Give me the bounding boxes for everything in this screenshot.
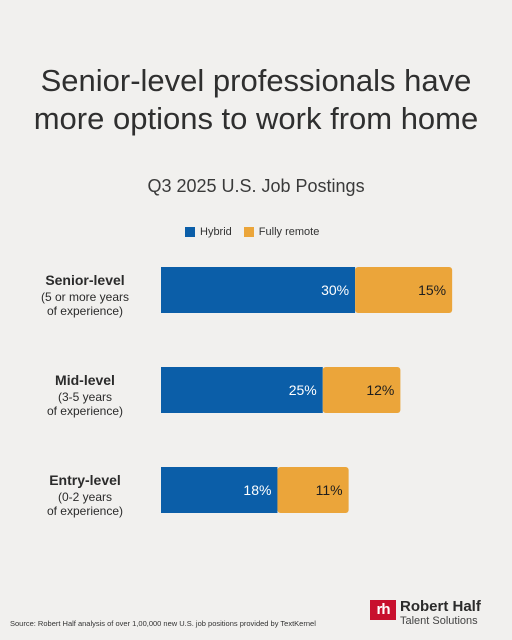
legend-label-fully-remote: Fully remote	[258, 226, 320, 238]
logo-name: Robert Half	[400, 598, 481, 615]
logo-mark: rh	[370, 600, 396, 620]
legend-item-hybrid: Hybrid	[185, 226, 232, 238]
category-detail-mid-level-2: of experience)	[47, 404, 123, 418]
category-label-mid-level: Mid-level	[55, 372, 115, 388]
chart-title: Senior-level professionals have more opt…	[0, 62, 512, 138]
bar-mid-level-fully-remote	[322, 367, 401, 413]
category-label-entry-level: Entry-level	[49, 472, 121, 488]
bar-senior-level-hybrid	[161, 267, 356, 313]
legend-label-hybrid: Hybrid	[200, 226, 232, 238]
legend-swatch-hybrid	[185, 227, 195, 237]
data-label-senior-level-fully-remote: 15%	[418, 282, 446, 298]
bar-mid-level-hybrid	[161, 367, 323, 413]
chart-title-line-2: more options to work from home	[33, 101, 479, 136]
bar-senior-level-fully-remote	[355, 267, 453, 313]
data-label-mid-level-fully-remote: 12%	[366, 382, 394, 398]
data-label-mid-level-hybrid: 25%	[289, 382, 317, 398]
category-detail-senior-level-1: (5 or more years	[41, 290, 129, 304]
category-detail-entry-level-1: (0-2 years	[58, 490, 112, 504]
source-note: Source: Robert Half analysis of over 1,0…	[10, 619, 316, 628]
category-detail-senior-level-2: of experience)	[47, 304, 123, 318]
legend-item-fully-remote: Fully remote	[243, 226, 320, 238]
category-label-senior-level: Senior-level	[45, 272, 124, 288]
legend-swatch-fully-remote	[243, 227, 254, 237]
chart-title-line-1: Senior-level professionals have	[40, 63, 472, 98]
logo-text: Robert Half Talent Solutions	[400, 598, 481, 628]
chart-subtitle: Q3 2025 U.S. Job Postings	[147, 176, 365, 196]
data-label-entry-level-hybrid: 18%	[243, 482, 271, 498]
logo-tagline: Talent Solutions	[400, 615, 478, 627]
bar-entry-level-hybrid	[161, 467, 278, 513]
data-label-senior-level-hybrid: 30%	[321, 282, 349, 298]
category-detail-entry-level-2: of experience)	[47, 504, 123, 518]
category-detail-mid-level-1: (3-5 years	[58, 390, 112, 404]
legend: Hybrid Fully remote	[185, 226, 331, 238]
robert-half-logo: rh Robert Half Talent Solutions	[370, 598, 481, 628]
data-label-entry-level-fully-remote: 11%	[316, 482, 343, 498]
bar-entry-level-fully-remote	[277, 467, 349, 513]
